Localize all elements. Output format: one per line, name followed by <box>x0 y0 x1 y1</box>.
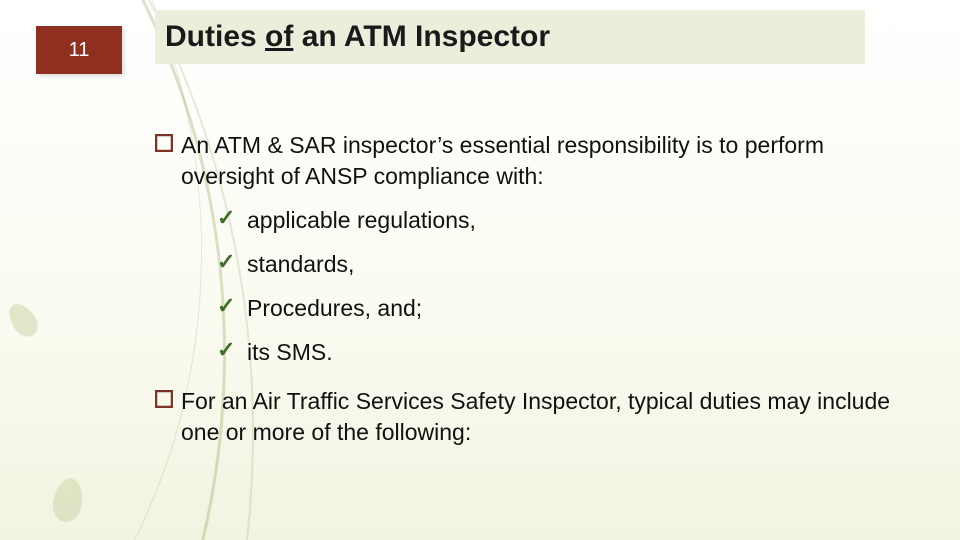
check-text: standards, <box>247 250 354 280</box>
check-item: ✓ Procedures, and; <box>217 294 895 324</box>
square-bullet-icon <box>155 134 181 154</box>
decorative-leaf <box>3 299 43 342</box>
bullet-item: For an Air Traffic Services Safety Inspe… <box>155 386 895 448</box>
bullet-text: An ATM & SAR inspector’s essential respo… <box>181 130 895 192</box>
decorative-leaf <box>50 476 86 524</box>
page-number: 11 <box>69 39 90 62</box>
title-bar: Duties of an ATM Inspector <box>155 10 865 64</box>
check-icon: ✓ <box>217 250 247 274</box>
check-text: its SMS. <box>247 338 333 368</box>
check-text: Procedures, and; <box>247 294 422 324</box>
check-icon: ✓ <box>217 294 247 318</box>
check-icon: ✓ <box>217 338 247 362</box>
check-item: ✓ applicable regulations, <box>217 206 895 236</box>
square-bullet-icon <box>155 390 181 410</box>
title-suffix: an ATM Inspector <box>293 20 550 53</box>
slide: 11 Duties of an ATM Inspector An ATM & S… <box>0 0 960 540</box>
slide-title: Duties of an ATM Inspector <box>165 20 550 54</box>
sub-list: ✓ applicable regulations, ✓ standards, ✓… <box>217 206 895 368</box>
check-item: ✓ its SMS. <box>217 338 895 368</box>
check-icon: ✓ <box>217 206 247 230</box>
bullet-text: For an Air Traffic Services Safety Inspe… <box>181 386 895 448</box>
page-number-badge: 11 <box>36 26 122 74</box>
title-underlined: of <box>265 20 293 53</box>
title-prefix: Duties <box>165 20 265 53</box>
check-text: applicable regulations, <box>247 206 476 236</box>
bullet-item: An ATM & SAR inspector’s essential respo… <box>155 130 895 192</box>
content-area: An ATM & SAR inspector’s essential respo… <box>155 130 895 462</box>
check-item: ✓ standards, <box>217 250 895 280</box>
